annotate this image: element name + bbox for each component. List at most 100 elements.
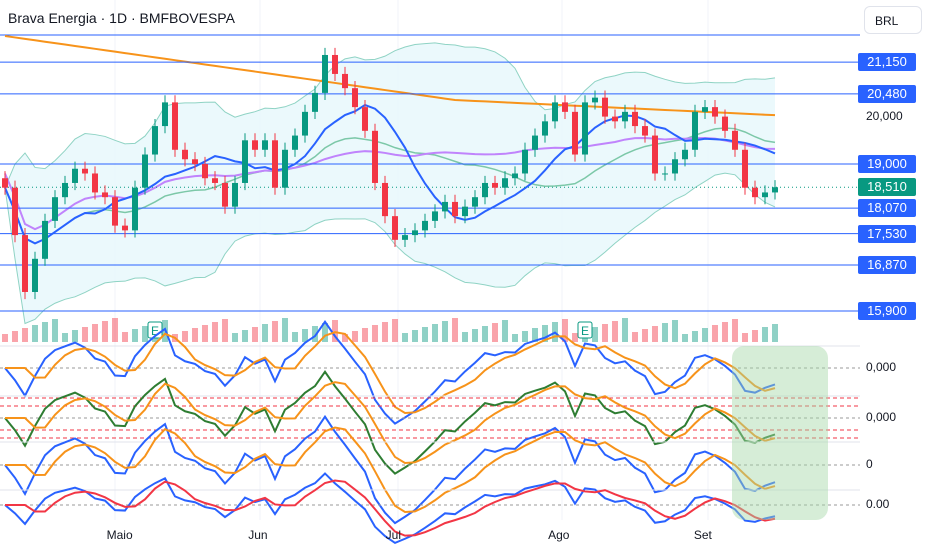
candle-body [762, 192, 768, 198]
volume-bar [672, 320, 678, 342]
volume-bar [22, 328, 28, 342]
candle-body [432, 211, 438, 221]
candle-body [362, 107, 368, 131]
indicator-line-2 [5, 479, 776, 537]
candle-body [642, 126, 648, 136]
candle-body [122, 225, 128, 231]
volume-bar [732, 319, 738, 342]
volume-bar [692, 331, 698, 342]
candle-body [212, 178, 218, 183]
bollinger-lower [4, 172, 776, 325]
candle-body [422, 220, 428, 231]
volume-bar [292, 332, 298, 342]
volume-bar [642, 329, 648, 342]
volume-bar [372, 325, 378, 342]
earnings-marker [577, 321, 593, 339]
volume-bar [382, 322, 388, 342]
candle-body [42, 220, 48, 259]
candle-body [522, 149, 528, 174]
candle-body [532, 135, 538, 150]
volume-bar [522, 331, 528, 342]
volume-bar [492, 323, 498, 342]
volume-bar [312, 326, 318, 342]
volume-bar [512, 334, 518, 342]
candle-body [752, 187, 758, 198]
candle-body [172, 102, 178, 150]
volume-bar [542, 325, 548, 342]
volume-bar [752, 330, 758, 342]
earnings-marker-label: E [151, 324, 159, 338]
volume-bar [102, 321, 108, 342]
candle-body [622, 111, 628, 122]
volume-bar [442, 321, 448, 342]
indicator-line-1 [4, 472, 776, 545]
volume-bar [772, 324, 778, 342]
volume-bar [302, 329, 308, 342]
currency-button[interactable]: BRL [864, 6, 922, 34]
indicator-line-2 [5, 331, 776, 414]
volume-bar [232, 333, 238, 342]
candle-body [602, 97, 608, 117]
volume-bar [52, 319, 58, 342]
volume-bar [392, 319, 398, 342]
volume-bar [572, 333, 578, 342]
volume-bar [82, 327, 88, 342]
volume-bar [182, 331, 188, 342]
volume-bar [612, 321, 618, 342]
candle-body [382, 182, 388, 217]
volume-bar [412, 330, 418, 342]
x-axis-label: Ago [548, 528, 570, 542]
candle-body [282, 149, 288, 188]
candle-body [182, 149, 188, 160]
candle-body [32, 258, 38, 292]
candle-body [572, 111, 578, 155]
volume-bar [92, 324, 98, 342]
candle-body [322, 54, 328, 93]
price-level-label: 19,000 [858, 155, 916, 173]
volume-bar [742, 333, 748, 342]
indicator-line-2 [5, 381, 776, 464]
volume-bar [252, 327, 258, 342]
price-level-label: 21,150 [858, 53, 916, 72]
volume-bar [652, 326, 658, 342]
candle-body [692, 111, 698, 150]
volume-bar [322, 323, 328, 342]
indicator-line-1 [4, 370, 776, 475]
volume-bar [222, 319, 228, 342]
candle-body [222, 182, 228, 207]
candle-body [292, 135, 298, 150]
candle-body [352, 88, 358, 108]
volume-bar [242, 330, 248, 342]
candle-body [272, 140, 278, 188]
indicator-value-label: 0.00 [866, 497, 890, 511]
price-level-label: 20,480 [858, 84, 916, 103]
volume-bar [502, 320, 508, 342]
indicator-value-label: 0 [866, 457, 873, 471]
candle-body [82, 168, 88, 174]
volume-bar [702, 328, 708, 342]
candle-body [482, 182, 488, 198]
indicator-line-1 [4, 320, 776, 425]
volume-bar [662, 323, 668, 342]
candle-body [712, 107, 718, 117]
current-price-label: 18,510 [858, 178, 916, 197]
price-level-label: 16,870 [858, 255, 916, 274]
candle-body [72, 168, 78, 183]
volume-bar [12, 331, 18, 342]
volume-bar [482, 326, 488, 342]
volume-bar [342, 334, 348, 342]
volume-bar [2, 334, 8, 342]
candle-body [92, 173, 98, 193]
candle-body [332, 54, 338, 74]
volume-bar [432, 324, 438, 342]
volume-bar [272, 321, 278, 342]
candle-body [2, 178, 8, 188]
price-level-label: 15,900 [858, 301, 916, 320]
x-axis-label: Maio [106, 528, 133, 542]
volume-bar [332, 320, 338, 342]
candle-body [702, 107, 708, 112]
volume-bar [722, 322, 728, 342]
candle-body [62, 182, 68, 198]
